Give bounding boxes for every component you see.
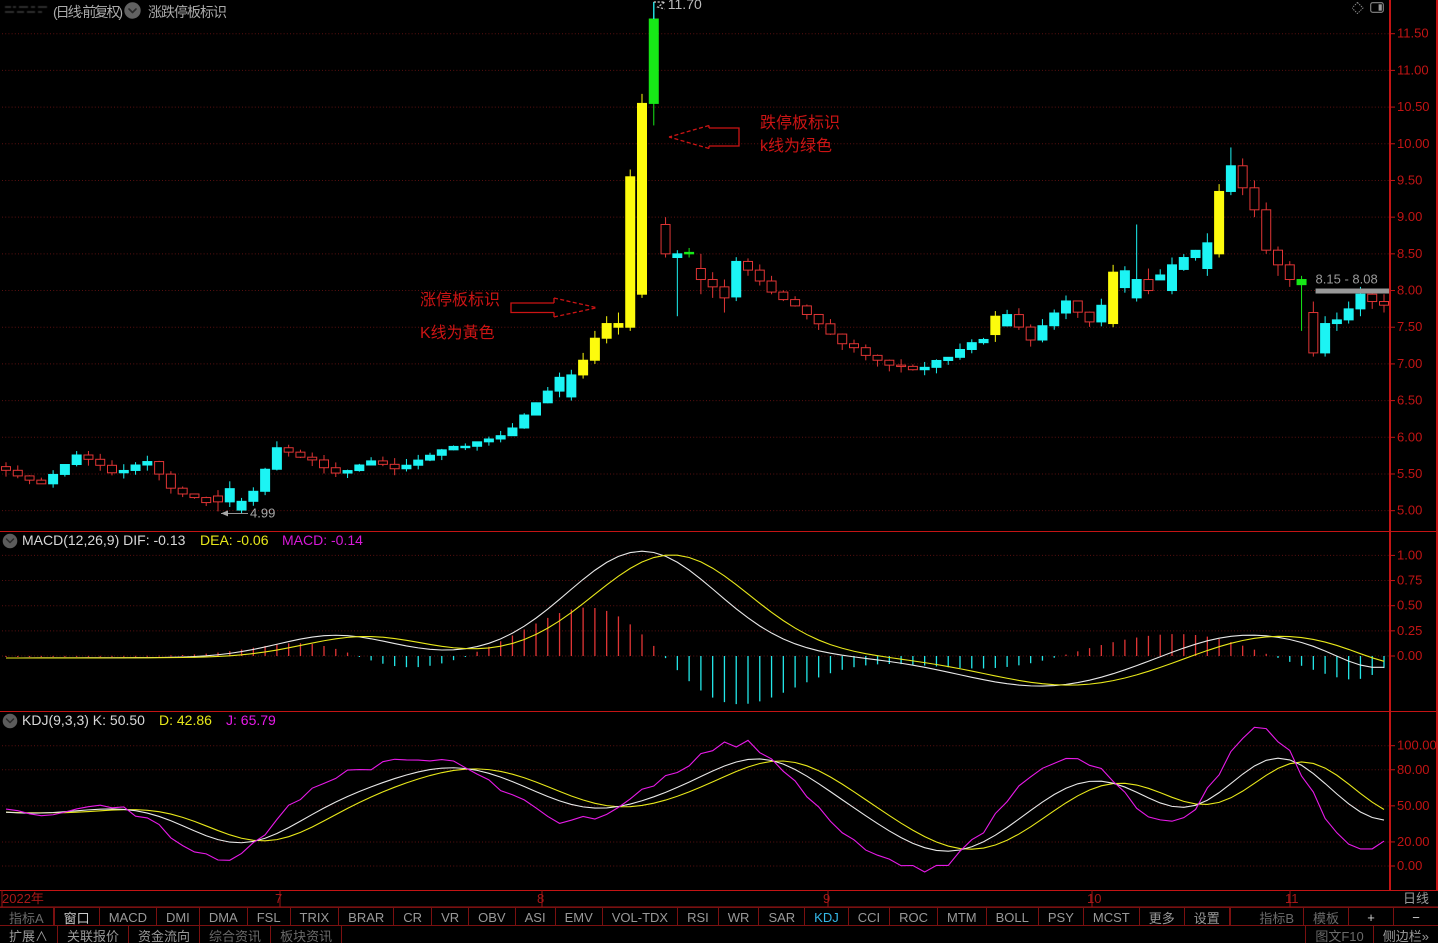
svg-text:6.00: 6.00 [1397,429,1422,444]
svg-text:MACD(12,26,9) DIF: -0.13: MACD(12,26,9) DIF: -0.13 [22,532,186,548]
svg-text:0.50: 0.50 [1397,598,1422,613]
svg-text:1.00: 1.00 [1397,547,1422,562]
svg-text:10.00: 10.00 [1397,136,1430,151]
svg-text:7: 7 [275,891,282,906]
svg-text:10: 10 [1087,891,1101,906]
svg-text:8.00: 8.00 [1397,283,1422,298]
svg-text:50.00: 50.00 [1397,798,1430,813]
svg-text:7.50: 7.50 [1397,319,1422,334]
svg-text:0.25: 0.25 [1397,623,1422,638]
svg-text:0.75: 0.75 [1397,573,1422,588]
svg-text:7.00: 7.00 [1397,356,1422,371]
svg-text:8.15 - 8.08: 8.15 - 8.08 [1316,272,1378,287]
svg-text:涨停板标识: 涨停板标识 [420,291,500,309]
svg-text:DEA: -0.06: DEA: -0.06 [200,532,269,548]
svg-text:11.00: 11.00 [1397,62,1429,77]
svg-text:80.00: 80.00 [1397,762,1430,777]
svg-text:5.50: 5.50 [1397,466,1422,481]
svg-text:11.70: 11.70 [668,0,702,12]
svg-text:日线: 日线 [1403,891,1429,906]
svg-text:10.50: 10.50 [1397,99,1430,114]
svg-text:4.99: 4.99 [250,505,275,520]
svg-text:8: 8 [537,891,544,906]
svg-text:2022年: 2022年 [2,891,44,906]
svg-text:11: 11 [1285,891,1299,906]
svg-text:20.00: 20.00 [1397,834,1430,849]
svg-text:11.50: 11.50 [1397,26,1429,41]
svg-text:D: 42.86: D: 42.86 [159,712,212,728]
svg-text:KDJ(9,3,3) K: 50.50: KDJ(9,3,3) K: 50.50 [22,712,145,728]
svg-text:J: 65.79: J: 65.79 [226,712,276,728]
svg-text:9: 9 [823,891,830,906]
svg-text:k线为绿色: k线为绿色 [760,137,832,155]
svg-text:9.00: 9.00 [1397,209,1422,224]
svg-text:0.00: 0.00 [1397,858,1422,873]
svg-text:9.50: 9.50 [1397,172,1422,187]
svg-text:5.00: 5.00 [1397,503,1422,518]
svg-text:100.00: 100.00 [1397,738,1437,753]
svg-text:0.00: 0.00 [1397,648,1422,663]
svg-text:8.50: 8.50 [1397,246,1422,261]
svg-text:K线为黃色: K线为黃色 [420,324,495,342]
svg-text:跌停板标识: 跌停板标识 [760,114,840,132]
svg-text:6.50: 6.50 [1397,393,1422,408]
svg-text:MACD: -0.14: MACD: -0.14 [282,532,363,548]
